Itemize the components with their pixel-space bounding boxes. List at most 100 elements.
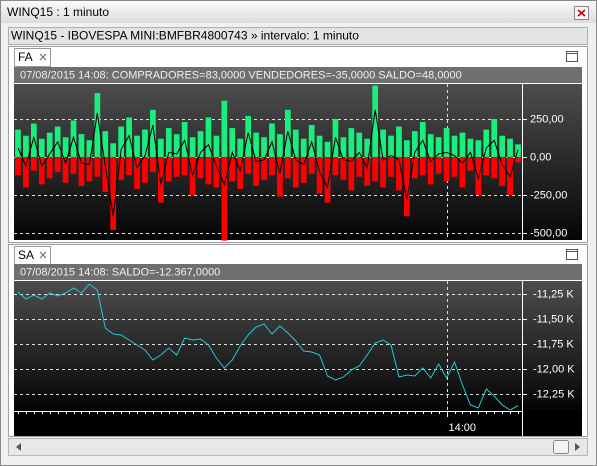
plot-area (14, 281, 582, 410)
tab[interactable] (14, 48, 51, 67)
tab-close[interactable] (39, 53, 47, 61)
bar (30, 156, 37, 171)
bar (165, 128, 172, 157)
bar (443, 156, 450, 182)
bar (467, 138, 474, 157)
tab-label: FA (18, 50, 33, 64)
bar (134, 135, 140, 157)
bar (229, 128, 236, 157)
bar (142, 129, 148, 157)
bar (380, 156, 386, 188)
bar (245, 156, 252, 174)
bar (300, 156, 307, 183)
bar (62, 137, 69, 157)
bar (118, 156, 125, 180)
bar (515, 156, 521, 163)
y-tick-label: -11,75 K (533, 338, 574, 350)
bar (292, 156, 299, 188)
bar (348, 156, 355, 191)
bar (261, 156, 267, 180)
bar (459, 132, 466, 157)
bar (197, 156, 204, 179)
bar (94, 93, 101, 157)
bar (300, 138, 307, 157)
bar (46, 132, 53, 157)
maximize-button[interactable] (566, 51, 578, 62)
bar (404, 140, 410, 157)
bar (213, 156, 220, 188)
bar (189, 137, 196, 157)
bar (102, 131, 109, 157)
bar (427, 156, 434, 185)
bar (292, 129, 299, 157)
bar (507, 138, 513, 157)
bar (15, 129, 21, 157)
bar (388, 135, 394, 157)
bar (181, 156, 188, 176)
bar (54, 156, 61, 173)
scrollbar[interactable] (8, 438, 588, 456)
bar (86, 156, 93, 182)
bar (150, 109, 156, 157)
bar (364, 156, 371, 186)
bar (253, 156, 259, 186)
bar (253, 132, 259, 157)
bar (165, 156, 172, 182)
bar (70, 156, 77, 174)
bar (372, 156, 379, 182)
bar (134, 156, 140, 189)
bar (173, 134, 180, 157)
y-tick-label: 250,00 (530, 113, 564, 125)
x-tick-label: 14:00 (449, 422, 477, 434)
line (17, 109, 519, 217)
bar (173, 156, 180, 177)
bar (213, 135, 220, 157)
bar (308, 156, 315, 174)
bar (94, 156, 101, 177)
bar (435, 137, 442, 157)
bar (404, 156, 410, 217)
bar (157, 156, 164, 203)
bar (110, 156, 117, 230)
bar (205, 156, 212, 185)
bar (269, 156, 275, 176)
y-tick-label: -250,00 (530, 189, 567, 201)
bar (142, 156, 148, 183)
bar (110, 143, 117, 157)
bar (23, 156, 29, 188)
bar (15, 156, 21, 176)
y-tick-label: -12,00 K (533, 363, 575, 375)
bar (269, 123, 275, 157)
tab-label: SA (18, 248, 34, 262)
bar (380, 129, 386, 157)
bar (118, 126, 125, 157)
bar (150, 156, 156, 173)
y-tick-label: -11,50 K (533, 313, 574, 325)
bar (78, 156, 85, 186)
close-button[interactable] (574, 6, 589, 20)
bar (443, 128, 450, 157)
line (17, 283, 519, 411)
bar (483, 129, 490, 157)
bar (435, 156, 442, 174)
bar (396, 156, 402, 191)
bar (451, 135, 458, 157)
bar (157, 138, 164, 157)
bar (356, 156, 363, 177)
bar (277, 156, 283, 197)
bar (491, 118, 498, 157)
bar (277, 134, 283, 157)
header-bar (8, 27, 588, 45)
bar (221, 156, 228, 241)
header-text: WINQ15 - IBOVESPA MINI:BMFBR4800743 » in… (11, 29, 359, 43)
bar (411, 131, 418, 157)
bar (340, 137, 347, 157)
maximize-button[interactable] (566, 249, 578, 260)
bar (459, 156, 466, 188)
tab-close[interactable] (39, 251, 47, 259)
bar (499, 156, 506, 186)
bar (483, 156, 490, 176)
bar (38, 138, 45, 157)
bar (411, 156, 418, 179)
